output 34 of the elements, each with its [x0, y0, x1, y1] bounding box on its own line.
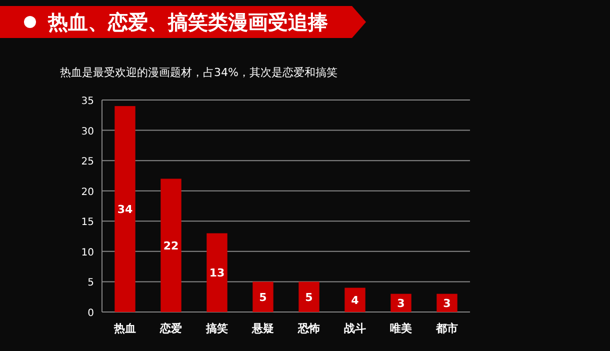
bar: [160, 178, 182, 312]
x-tick-label: 都市: [435, 322, 458, 335]
chart-title: 热血、恋爱、搞笑类漫画受追捧: [47, 10, 329, 34]
data-label: 22: [163, 239, 179, 252]
x-tick-label: 战斗: [344, 322, 366, 335]
bar: [390, 294, 412, 312]
bar: [436, 294, 458, 312]
data-label: 5: [305, 290, 313, 304]
data-label: 5: [259, 290, 267, 304]
x-tick-label: 悬疑: [251, 322, 274, 335]
data-label: 34: [117, 203, 133, 216]
x-tick-label: 恋爱: [159, 322, 182, 335]
y-tick-label: 10: [81, 247, 94, 258]
y-tick-label: 20: [81, 186, 94, 198]
bar: [298, 282, 320, 312]
data-label: 3: [397, 296, 405, 310]
y-tick-label: 5: [88, 278, 94, 289]
data-label: 4: [351, 294, 360, 307]
x-tick-label: 唯美: [390, 322, 412, 335]
chart-subtitle: 热血是最受欢迎的漫画题材，占34%，其次是恋爱和搞笑: [60, 66, 338, 79]
y-tick-label: 15: [81, 217, 94, 228]
bar: [206, 233, 228, 312]
x-tick-label: 热血: [113, 322, 136, 335]
bar: [344, 288, 366, 312]
x-tick-label: 恐怖: [297, 322, 320, 335]
bar: [114, 106, 136, 312]
y-tick-label: 0: [88, 308, 94, 319]
y-tick-label: 30: [81, 126, 94, 138]
data-label: 3: [443, 296, 451, 310]
y-tick-label: 25: [81, 156, 94, 168]
bar: [252, 282, 274, 312]
data-label: 13: [209, 266, 225, 280]
y-tick-label: 35: [81, 96, 94, 107]
x-tick-label: 搞笑: [205, 322, 228, 335]
